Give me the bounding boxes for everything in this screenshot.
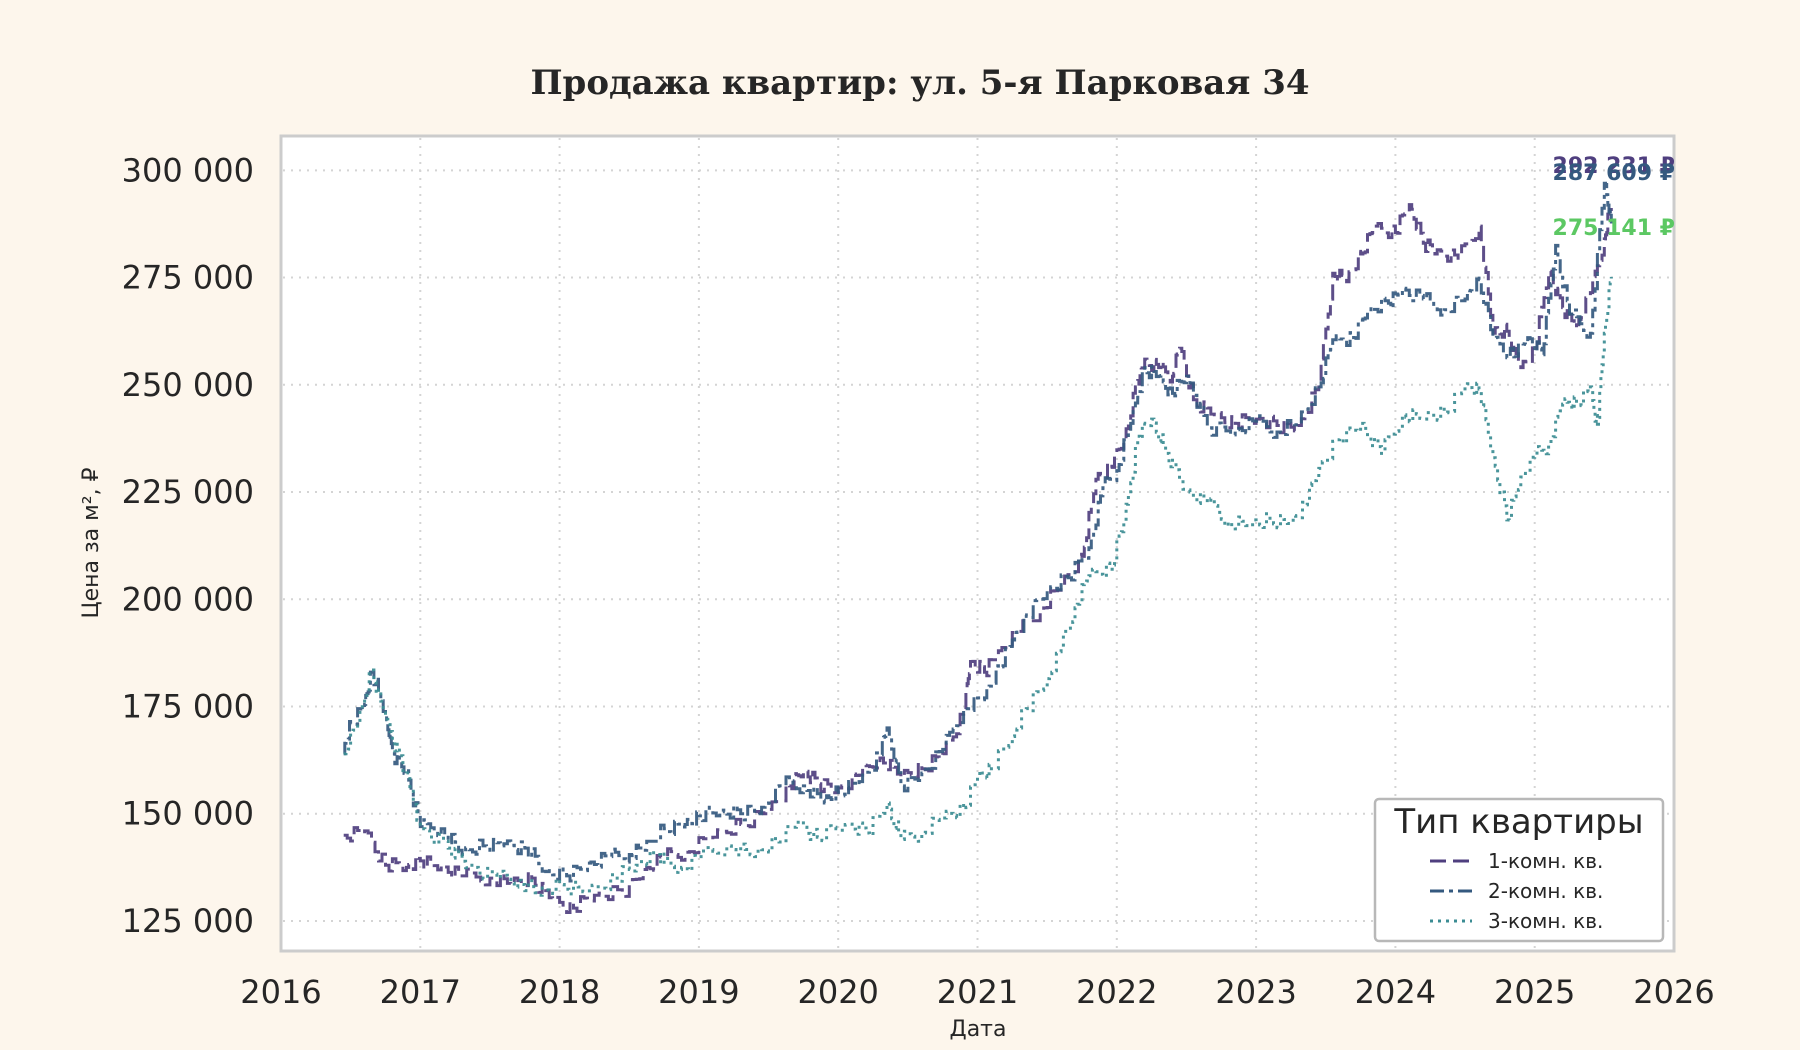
end-value-label-3: 275 141 ₽ [1553, 216, 1675, 241]
y-tick-label: 275 000 [122, 259, 254, 297]
legend: Тип квартиры 1-комн. кв. 2-комн. кв. 3-ком… [1373, 797, 1665, 943]
legend-label-2: 2-комн. кв. [1488, 879, 1603, 903]
x-tick-label: 2018 [519, 973, 600, 1011]
y-tick-label: 150 000 [122, 795, 254, 833]
x-axis-ticks: 2016 2017 2018 2019 2020 2021 2022 2023 2024 2025… [240, 973, 1714, 1011]
x-tick-label: 2019 [658, 973, 739, 1011]
series-line-2 [343, 181, 1613, 883]
end-labels: 292 231 ₽287 609 ₽ 275 141 ₽ [1553, 154, 1675, 241]
x-tick-label: 2020 [797, 973, 878, 1011]
series-line-3 [343, 276, 1613, 897]
y-tick-label: 175 000 [122, 688, 254, 726]
legend-entries: 1-комн. кв. 2-комн. кв. 3-комн. кв. [1430, 849, 1603, 933]
end-value-label-1: 292 231 ₽ [1553, 154, 1675, 179]
x-tick-label: 2022 [1076, 973, 1157, 1011]
x-tick-label: 2025 [1494, 973, 1575, 1011]
x-tick-label: 2021 [937, 973, 1018, 1011]
legend-title: Тип квартиры [1393, 802, 1643, 842]
legend-box [1373, 797, 1665, 943]
series-layer [343, 181, 1613, 914]
y-tick-label: 200 000 [122, 580, 254, 618]
x-tick-label: 2024 [1355, 973, 1436, 1011]
legend-label-1: 1-комн. кв. [1488, 849, 1603, 873]
legend-label-3: 3-комн. кв. [1488, 909, 1603, 933]
chart-title: Продажа квартир: ул. 5-я Парковая 34 [530, 63, 1309, 103]
y-tick-label: 250 000 [122, 366, 254, 404]
end-value-label-2: 287 609 ₽ [1553, 161, 1675, 186]
y-axis-ticks: 125 000 150 000 175 000 200 000 225 000 250 0… [122, 151, 254, 940]
x-axis-label: Дата [950, 1017, 1007, 1042]
y-tick-label: 300 000 [122, 151, 254, 189]
y-axis-label: Цена за м², ₽ [79, 467, 104, 618]
y-tick-label: 225 000 [122, 473, 254, 511]
y-tick-label: 125 000 [122, 902, 254, 940]
x-tick-label: 2016 [240, 973, 321, 1011]
x-tick-label: 2026 [1633, 973, 1714, 1011]
x-tick-label: 2023 [1215, 973, 1296, 1011]
x-tick-label: 2017 [380, 973, 461, 1011]
